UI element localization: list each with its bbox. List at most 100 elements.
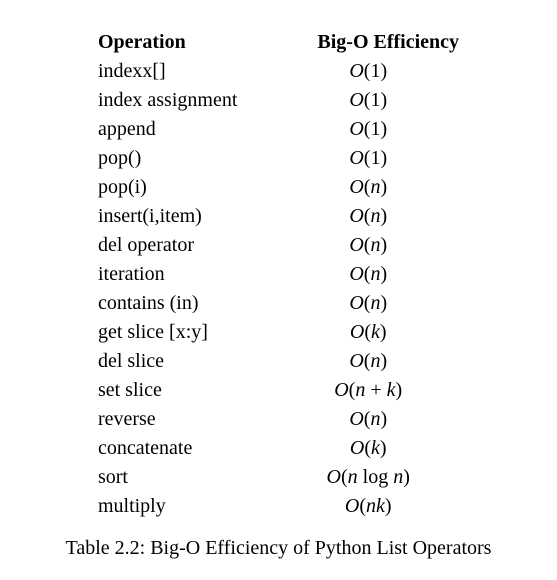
efficiency-value: 1 xyxy=(370,147,380,169)
table-row: del operatorO(n) xyxy=(98,231,459,260)
efficiency-cell: O(n) xyxy=(277,231,459,260)
table-row: index assignmentO(1) xyxy=(98,86,459,115)
bigO-prefix: O xyxy=(327,466,341,488)
close-paren: ) xyxy=(380,292,387,314)
bigO-prefix: O xyxy=(349,350,363,372)
bigO-prefix: O xyxy=(349,60,363,82)
efficiency-cell: O(n log n) xyxy=(277,463,459,492)
efficiency-cell: O(k) xyxy=(277,318,459,347)
close-paren: ) xyxy=(380,234,387,256)
bigO-prefix: O xyxy=(349,118,363,140)
efficiency-value: k xyxy=(371,437,380,459)
bigO-prefix: O xyxy=(349,89,363,111)
table-row: pop(i)O(n) xyxy=(98,173,459,202)
col-header-operation: Operation xyxy=(98,28,277,57)
bigO-prefix: O xyxy=(349,234,363,256)
table-row: pop()O(1) xyxy=(98,144,459,173)
efficiency-cell: O(n) xyxy=(277,173,459,202)
table-body: indexx[]O(1)index assignmentO(1)appendO(… xyxy=(98,57,459,521)
efficiency-cell: O(n) xyxy=(277,289,459,318)
table-row: del sliceO(n) xyxy=(98,347,459,376)
close-paren: ) xyxy=(380,408,387,430)
operation-cell: del operator xyxy=(98,231,277,260)
efficiency-cell: O(k) xyxy=(277,434,459,463)
close-paren: ) xyxy=(380,118,387,140)
efficiency-value: n + k xyxy=(355,379,395,401)
table-row: insert(i,item)O(n) xyxy=(98,202,459,231)
bigO-prefix: O xyxy=(349,147,363,169)
efficiency-cell: O(1) xyxy=(277,86,459,115)
efficiency-value: 1 xyxy=(370,60,380,82)
operation-cell: reverse xyxy=(98,405,277,434)
efficiency-value: nk xyxy=(366,495,385,517)
table-row: contains (in)O(n) xyxy=(98,289,459,318)
table-caption: Table 2.2: Big-O Efficiency of Python Li… xyxy=(40,537,517,560)
efficiency-cell: O(n) xyxy=(277,405,459,434)
close-paren: ) xyxy=(380,263,387,285)
efficiency-cell: O(nk) xyxy=(277,492,459,521)
bigO-prefix: O xyxy=(349,205,363,227)
efficiency-value: 1 xyxy=(370,118,380,140)
table-row: multiplyO(nk) xyxy=(98,492,459,521)
close-paren: ) xyxy=(380,176,387,198)
efficiency-value: n xyxy=(370,408,380,430)
col-header-efficiency: Big-O Efficiency xyxy=(277,28,459,57)
table-row: get slice [x:y]O(k) xyxy=(98,318,459,347)
efficiency-cell: O(n) xyxy=(277,347,459,376)
bigO-prefix: O xyxy=(349,408,363,430)
efficiency-cell: O(n) xyxy=(277,260,459,289)
open-paren: ( xyxy=(364,437,371,459)
efficiency-value: 1 xyxy=(370,89,380,111)
operation-cell: indexx[] xyxy=(98,57,277,86)
efficiency-cell: O(n + k) xyxy=(277,376,459,405)
operation-cell: del slice xyxy=(98,347,277,376)
close-paren: ) xyxy=(380,60,387,82)
open-paren: ( xyxy=(341,466,348,488)
close-paren: ) xyxy=(380,89,387,111)
efficiency-value: n xyxy=(370,205,380,227)
efficiency-value: n xyxy=(370,176,380,198)
table-row: set sliceO(n + k) xyxy=(98,376,459,405)
bigO-prefix: O xyxy=(349,292,363,314)
table-row: concatenateO(k) xyxy=(98,434,459,463)
operation-cell: pop() xyxy=(98,144,277,173)
efficiency-value: n xyxy=(370,234,380,256)
close-paren: ) xyxy=(380,437,387,459)
operation-cell: index assignment xyxy=(98,86,277,115)
efficiency-value: n log n xyxy=(348,466,404,488)
operation-cell: append xyxy=(98,115,277,144)
operation-cell: set slice xyxy=(98,376,277,405)
close-paren: ) xyxy=(380,205,387,227)
efficiency-value: n xyxy=(370,350,380,372)
bigo-table: Operation Big-O Efficiency indexx[]O(1)i… xyxy=(98,28,459,521)
close-paren: ) xyxy=(380,321,387,343)
operation-cell: insert(i,item) xyxy=(98,202,277,231)
operation-cell: contains (in) xyxy=(98,289,277,318)
bigO-prefix: O xyxy=(345,495,359,517)
open-paren: ( xyxy=(364,321,371,343)
close-paren: ) xyxy=(396,379,403,401)
operation-cell: get slice [x:y] xyxy=(98,318,277,347)
efficiency-cell: O(1) xyxy=(277,144,459,173)
efficiency-value: k xyxy=(371,321,380,343)
operation-cell: concatenate xyxy=(98,434,277,463)
table-row: reverseO(n) xyxy=(98,405,459,434)
operation-cell: iteration xyxy=(98,260,277,289)
table-row: iterationO(n) xyxy=(98,260,459,289)
efficiency-cell: O(1) xyxy=(277,57,459,86)
table-row: sortO(n log n) xyxy=(98,463,459,492)
efficiency-cell: O(1) xyxy=(277,115,459,144)
efficiency-value: n xyxy=(370,263,380,285)
efficiency-value: n xyxy=(370,292,380,314)
bigO-prefix: O xyxy=(334,379,348,401)
operation-cell: pop(i) xyxy=(98,173,277,202)
close-paren: ) xyxy=(380,147,387,169)
bigO-prefix: O xyxy=(349,176,363,198)
operation-cell: sort xyxy=(98,463,277,492)
close-paren: ) xyxy=(380,350,387,372)
table-row: indexx[]O(1) xyxy=(98,57,459,86)
efficiency-cell: O(n) xyxy=(277,202,459,231)
close-paren: ) xyxy=(385,495,392,517)
operation-cell: multiply xyxy=(98,492,277,521)
close-paren: ) xyxy=(403,466,410,488)
